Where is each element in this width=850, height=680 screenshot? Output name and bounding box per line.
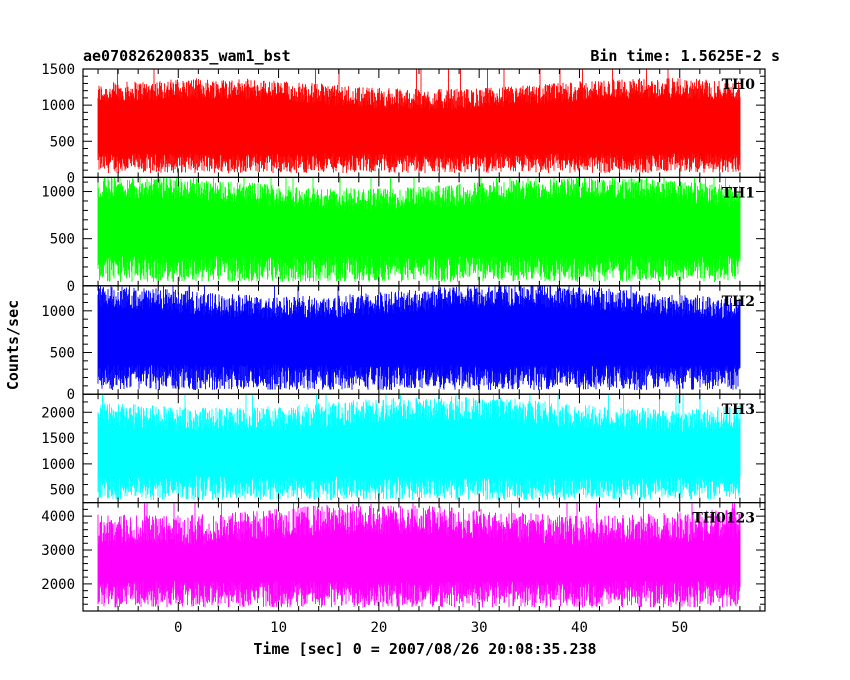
x-tick-label: 40	[571, 620, 588, 636]
y-tick-label: 500	[50, 134, 75, 150]
y-tick-label: 500	[50, 232, 75, 248]
y-tick-label: 500	[50, 346, 75, 362]
y-tick-label: 2000	[41, 577, 75, 593]
y-tick-label: 3000	[41, 543, 75, 559]
bin-time-label: Bin time: 1.5625E-2 s	[590, 47, 780, 65]
y-tick-label: 0	[67, 170, 75, 186]
y-tick-label: 1000	[41, 98, 75, 114]
panel-th1: 0 500 1000 TH1	[41, 176, 766, 295]
y-tick-label: 2000	[41, 405, 75, 421]
x-tick-label: 20	[370, 620, 387, 636]
x-tick-label: 0	[174, 620, 182, 636]
x-axis-label: Time [sec] 0 = 2007/08/26 20:08:35.238	[253, 640, 596, 658]
x-axis: 0 10 20 30 40 50	[174, 620, 688, 636]
chart-title: ae070826200835_wam1_bst	[83, 47, 291, 65]
y-tick-label: 1000	[41, 304, 75, 320]
panel-label-th2: TH2	[722, 294, 755, 310]
y-tick-label: 1000	[41, 457, 75, 473]
series-th0-trace	[97, 69, 741, 174]
y-tick-label: 0	[67, 279, 75, 295]
y-tick-label: 1500	[41, 431, 75, 447]
panel-stack: 0 500 1000 1500 TH0 0 500 1000 TH1 0 500 1000 TH2 500…	[41, 62, 766, 612]
series-th3-trace	[97, 394, 741, 500]
y-tick-label: 0	[67, 387, 75, 403]
series-th0123-trace	[97, 502, 741, 608]
x-tick-label: 30	[471, 620, 488, 636]
y-tick-label: 1000	[41, 185, 75, 201]
series-th1-trace	[97, 177, 741, 282]
series-th2-trace	[97, 285, 741, 390]
panel-th2: 0 500 1000 TH2	[41, 285, 766, 403]
y-tick-label: 1500	[41, 62, 75, 78]
y-tick-label: 4000	[41, 509, 75, 525]
panel-th0: 0 500 1000 1500 TH0	[41, 62, 766, 186]
x-tick-label: 50	[671, 620, 688, 636]
panel-label-th0123: TH0123	[692, 511, 755, 527]
panel-th3: 500 1000 1500 2000 TH3	[41, 393, 766, 504]
panel-label-th3: TH3	[722, 402, 755, 418]
panel-label-th1: TH1	[722, 185, 755, 201]
x-tick-label: 10	[270, 620, 287, 636]
panel-label-th0: TH0	[722, 77, 756, 93]
y-tick-label: 500	[50, 483, 75, 499]
panel-th0123: 2000 3000 4000 TH0123	[41, 502, 766, 612]
y-axis-label: Counts/sec	[4, 300, 22, 390]
